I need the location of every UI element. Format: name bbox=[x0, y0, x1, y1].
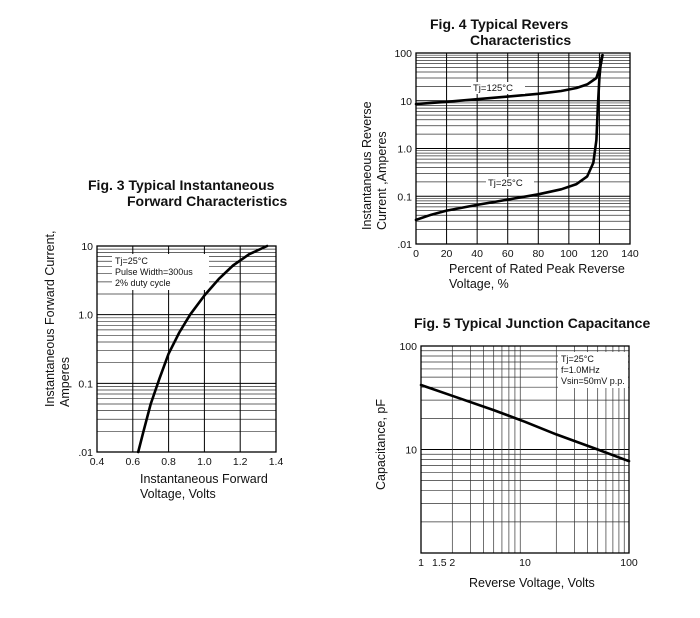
fig4-y-tick-label: 10 bbox=[400, 96, 412, 108]
fig3-note-text: 2% duty cycle bbox=[115, 278, 171, 288]
fig4-series-label-bg bbox=[471, 82, 525, 94]
fig4-series-label: Tj=125°C bbox=[473, 83, 513, 94]
fig4-series-line bbox=[414, 53, 604, 222]
fig5-x-tick-label: 100 bbox=[620, 557, 638, 569]
fig4-y-tick-label: .01 bbox=[397, 239, 412, 251]
fig5-xlabel: Reverse Voltage, Volts bbox=[469, 576, 595, 590]
fig3-title-line1: Fig. 3 Typical Instantaneous bbox=[88, 177, 275, 193]
fig3-y-tick-label: .01 bbox=[78, 447, 93, 459]
fig3-x-tick-label: 1.0 bbox=[197, 456, 212, 468]
fig5-note-text: Tj=25°C bbox=[561, 354, 594, 364]
fig3-notes-box bbox=[112, 254, 209, 290]
fig5-note-text: Vsin=50mV p.p. bbox=[561, 376, 625, 386]
fig4-title-line1: Fig. 4 Typical Revers bbox=[430, 16, 569, 32]
fig3-title-line2: Forward Characteristics bbox=[127, 193, 288, 209]
fig3-note-text: Tj=25°C bbox=[115, 256, 148, 266]
fig4-y-tick-label: 100 bbox=[394, 48, 412, 60]
fig4-xlabel-line2: Voltage, % bbox=[449, 277, 509, 291]
fig5-x-tick-label: 10 bbox=[519, 557, 531, 569]
fig5-notes-box bbox=[558, 352, 628, 388]
fig4-x-tick-label: 80 bbox=[532, 248, 544, 260]
fig3-x-tick-label: 1.4 bbox=[269, 456, 284, 468]
fig3-frame bbox=[96, 245, 277, 453]
fig4-title-line2: Characteristics bbox=[470, 32, 572, 48]
fig3-y-tick-label: 10 bbox=[81, 241, 93, 253]
fig3-x-tick-label: 0.8 bbox=[161, 456, 176, 468]
fig4-x-tick-label: 0 bbox=[413, 248, 419, 260]
fig5-series-line bbox=[419, 383, 631, 463]
fig3-y-tick-label: 1.0 bbox=[78, 310, 93, 322]
fig4-y-tick-label: 1.0 bbox=[397, 144, 412, 156]
fig3-y-tick-label: 0.1 bbox=[78, 378, 93, 390]
fig4-x-tick-label: 140 bbox=[621, 248, 639, 260]
fig5-plot: 1 1.5 2 10 100 10 100 Tj=25°Cf=1.0MHzVsin=50mV … bbox=[399, 341, 637, 569]
fig4-y-tick-label: 0.1 bbox=[397, 191, 412, 203]
fig3-x-tick-label: 1.2 bbox=[233, 456, 248, 468]
fig4-series-label-bg bbox=[486, 177, 534, 189]
fig5-title: Fig. 5 Typical Junction Capacitance bbox=[414, 315, 651, 331]
fig4-frame bbox=[415, 52, 631, 245]
fig5-x-tick-label: 1 bbox=[418, 557, 424, 569]
fig4-series-label: Tj=25°C bbox=[488, 178, 523, 189]
fig4-x-tick-label: 20 bbox=[441, 248, 453, 260]
fig4-series-line bbox=[414, 53, 604, 106]
fig5-x-tick-label: 1.5 bbox=[432, 557, 447, 569]
fig3-plot: 0.4 0.6 0.8 1.0 1.2 1.4 .01 0.1 1.0 10 Tj=25°CPuls… bbox=[78, 241, 283, 468]
fig4-x-tick-label: 100 bbox=[560, 248, 578, 260]
fig3-x-tick-label: 0.4 bbox=[90, 456, 105, 468]
fig3-x-tick-label: 0.6 bbox=[125, 456, 140, 468]
fig4-x-tick-label: 60 bbox=[502, 248, 514, 260]
fig3-xlabel-line2: Voltage, Volts bbox=[140, 487, 216, 501]
fig4-plot: 0 20 40 60 80 100 120 140 .01 0.1 1.0 10 100 Tj=125°C… bbox=[394, 48, 638, 260]
fig5-y-tick-label: 100 bbox=[399, 341, 417, 353]
fig5-frame bbox=[420, 345, 630, 554]
fig5-x-tick-label: 2 bbox=[449, 557, 455, 569]
fig4-xlabel-line1: Percent of Rated Peak Reverse bbox=[449, 262, 625, 276]
fig3-series-line bbox=[136, 244, 269, 454]
fig5-y-tick-label: 10 bbox=[405, 445, 417, 457]
fig5-note-text: f=1.0MHz bbox=[561, 365, 600, 375]
fig4-x-tick-label: 120 bbox=[591, 248, 609, 260]
fig4-x-tick-label: 40 bbox=[471, 248, 483, 260]
fig3-note-text: Pulse Width=300us bbox=[115, 267, 193, 277]
fig3-xlabel-line1: Instantaneous Forward bbox=[140, 472, 268, 486]
